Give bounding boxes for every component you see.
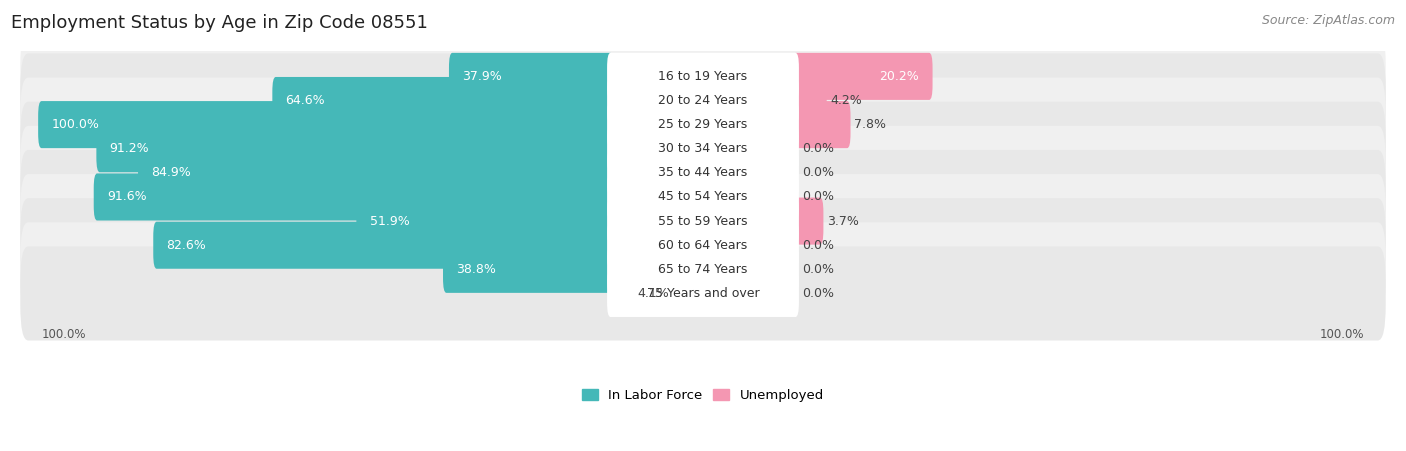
Text: 91.2%: 91.2% (110, 142, 149, 155)
Text: 0.0%: 0.0% (803, 142, 834, 155)
Text: 91.6%: 91.6% (107, 190, 146, 203)
Text: 100.0%: 100.0% (41, 328, 86, 341)
Legend: In Labor Force, Unemployed: In Labor Force, Unemployed (576, 383, 830, 407)
FancyBboxPatch shape (607, 101, 799, 148)
FancyBboxPatch shape (607, 246, 799, 293)
FancyBboxPatch shape (607, 222, 799, 269)
FancyBboxPatch shape (97, 125, 613, 172)
Text: 3.7%: 3.7% (827, 215, 859, 228)
FancyBboxPatch shape (20, 222, 1386, 317)
FancyBboxPatch shape (273, 77, 613, 124)
FancyBboxPatch shape (607, 270, 799, 317)
Text: 20.2%: 20.2% (880, 70, 920, 83)
Text: 25 to 29 Years: 25 to 29 Years (658, 118, 748, 131)
FancyBboxPatch shape (607, 198, 799, 244)
FancyBboxPatch shape (153, 222, 613, 269)
Text: 7.8%: 7.8% (853, 118, 886, 131)
Text: 20 to 24 Years: 20 to 24 Years (658, 94, 748, 107)
Text: 64.6%: 64.6% (285, 94, 325, 107)
Text: 0.0%: 0.0% (803, 166, 834, 179)
FancyBboxPatch shape (793, 198, 824, 244)
FancyBboxPatch shape (20, 78, 1386, 172)
FancyBboxPatch shape (38, 101, 613, 148)
Text: Source: ZipAtlas.com: Source: ZipAtlas.com (1261, 14, 1395, 27)
Text: 16 to 19 Years: 16 to 19 Years (658, 70, 748, 83)
Text: 65 to 74 Years: 65 to 74 Years (658, 263, 748, 276)
FancyBboxPatch shape (20, 29, 1386, 124)
FancyBboxPatch shape (673, 276, 704, 311)
Text: 82.6%: 82.6% (166, 239, 207, 252)
FancyBboxPatch shape (20, 126, 1386, 220)
Text: 38.8%: 38.8% (456, 263, 496, 276)
Text: 100.0%: 100.0% (52, 118, 100, 131)
FancyBboxPatch shape (20, 53, 1386, 147)
FancyBboxPatch shape (20, 246, 1386, 341)
Text: 55 to 59 Years: 55 to 59 Years (658, 215, 748, 228)
FancyBboxPatch shape (20, 101, 1386, 196)
Text: 100.0%: 100.0% (1320, 328, 1365, 341)
FancyBboxPatch shape (607, 174, 799, 221)
FancyBboxPatch shape (20, 198, 1386, 292)
FancyBboxPatch shape (793, 53, 932, 100)
Text: 35 to 44 Years: 35 to 44 Years (658, 166, 748, 179)
Text: 0.0%: 0.0% (803, 190, 834, 203)
FancyBboxPatch shape (443, 246, 613, 293)
Text: 4.1%: 4.1% (637, 287, 669, 300)
FancyBboxPatch shape (20, 150, 1386, 244)
Text: 75 Years and over: 75 Years and over (647, 287, 759, 300)
Text: Employment Status by Age in Zip Code 08551: Employment Status by Age in Zip Code 085… (11, 14, 427, 32)
Text: 37.9%: 37.9% (463, 70, 502, 83)
Text: 0.0%: 0.0% (803, 263, 834, 276)
Text: 45 to 54 Years: 45 to 54 Years (658, 190, 748, 203)
Text: 4.2%: 4.2% (830, 94, 862, 107)
FancyBboxPatch shape (793, 77, 827, 124)
FancyBboxPatch shape (94, 174, 613, 221)
Text: 30 to 34 Years: 30 to 34 Years (658, 142, 748, 155)
FancyBboxPatch shape (138, 149, 613, 196)
FancyBboxPatch shape (793, 101, 851, 148)
Text: 84.9%: 84.9% (152, 166, 191, 179)
Text: 60 to 64 Years: 60 to 64 Years (658, 239, 748, 252)
FancyBboxPatch shape (607, 125, 799, 172)
FancyBboxPatch shape (20, 174, 1386, 268)
Text: 0.0%: 0.0% (803, 287, 834, 300)
Text: 0.0%: 0.0% (803, 239, 834, 252)
FancyBboxPatch shape (607, 77, 799, 124)
Text: 51.9%: 51.9% (370, 215, 409, 228)
FancyBboxPatch shape (607, 53, 799, 100)
FancyBboxPatch shape (607, 149, 799, 196)
FancyBboxPatch shape (449, 53, 613, 100)
FancyBboxPatch shape (356, 198, 613, 244)
